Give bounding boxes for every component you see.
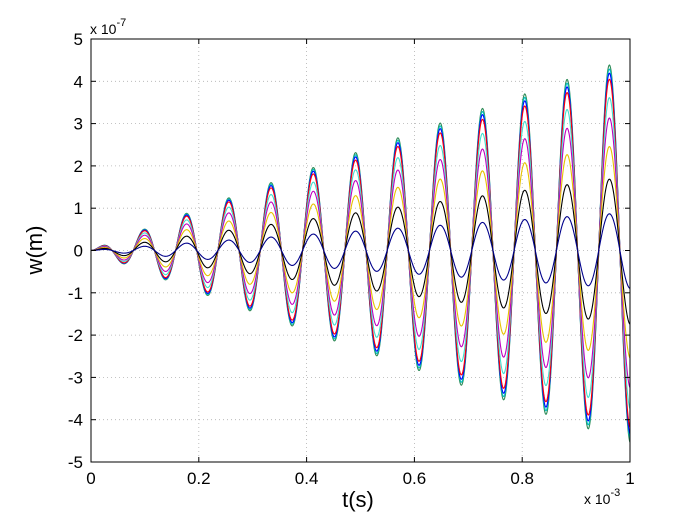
axis-ticks — [90, 38, 631, 463]
x-tick-label: 1 — [625, 469, 634, 488]
y-axis-label: w(m) — [22, 226, 47, 276]
plot-area — [91, 39, 630, 462]
y-tick-label: 0 — [74, 242, 83, 261]
series-line-4 — [90, 78, 631, 428]
series-line-5 — [90, 96, 631, 409]
series-line-7 — [90, 145, 631, 359]
x-tick-labels: 0 0.2 0.4 0.6 0.8 1 — [86, 469, 634, 488]
x-tick-label: 0.6 — [403, 469, 427, 488]
y-tick-label: -1 — [68, 284, 83, 303]
y-tick-label: 1 — [74, 199, 83, 218]
x-tick-label: 0.8 — [510, 469, 534, 488]
y-tick-label: -3 — [68, 368, 83, 387]
y-tick-label: 3 — [74, 115, 83, 134]
y-tick-label: 5 — [74, 30, 83, 49]
y-multiplier-base: x 10 — [90, 21, 117, 37]
y-multiplier-exponent: -7 — [116, 17, 126, 29]
series-group — [90, 64, 631, 443]
x-multiplier: x 10-3 — [584, 487, 620, 507]
y-tick-label: -2 — [68, 326, 83, 345]
x-axis-label: t(s) — [342, 487, 374, 512]
x-multiplier-base: x 10 — [584, 491, 611, 507]
series-line-6 — [90, 117, 631, 388]
y-tick-labels: -5 -4 -3 -2 -1 0 1 2 3 4 5 — [68, 30, 83, 472]
y-tick-label: 4 — [74, 72, 83, 91]
y-multiplier: x 10-7 — [90, 17, 126, 37]
y-tick-label: -4 — [68, 411, 83, 430]
series-line-8 — [90, 178, 631, 325]
y-tick-label: 2 — [74, 157, 83, 176]
y-tick-label: -5 — [68, 453, 83, 472]
x-multiplier-exponent: -3 — [610, 487, 620, 499]
grid-lines — [91, 39, 630, 462]
series-line-9 — [91, 213, 631, 289]
x-tick-label: 0 — [86, 469, 95, 488]
x-tick-label: 0.2 — [187, 469, 211, 488]
x-tick-label: 0.4 — [295, 469, 319, 488]
